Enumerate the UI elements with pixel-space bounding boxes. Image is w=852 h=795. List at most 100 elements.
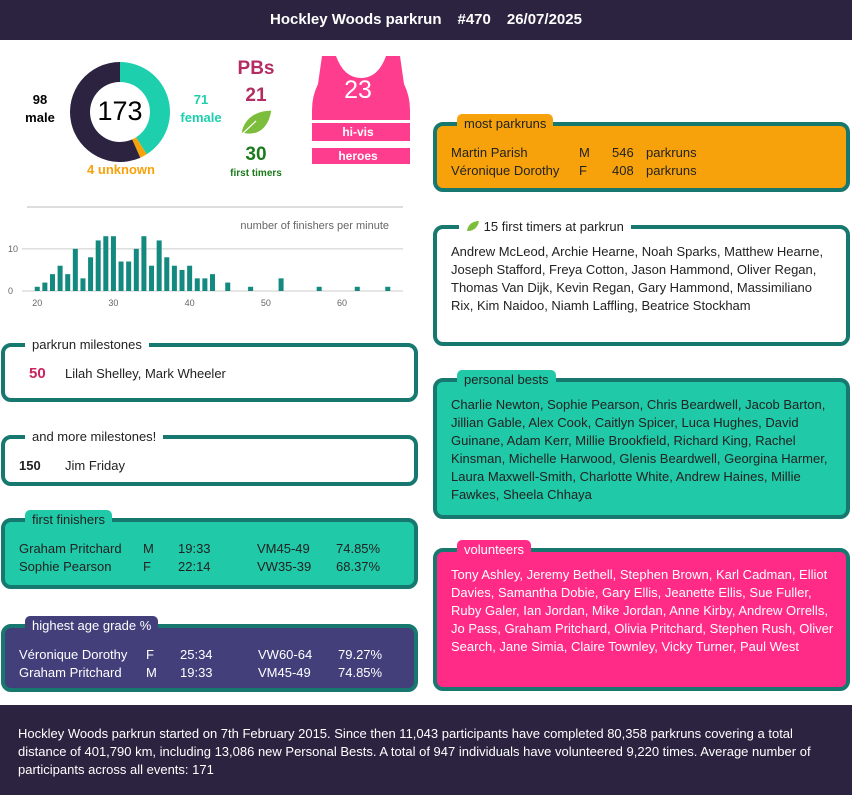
- table-cell: F: [579, 163, 587, 178]
- table-cell: 74.85%: [336, 541, 381, 556]
- bar: [118, 261, 124, 291]
- unknown-count: 4: [87, 162, 95, 177]
- vest-stripe: [312, 164, 410, 167]
- table-cell: 68.37%: [336, 559, 381, 574]
- male-label: male: [25, 110, 55, 125]
- table-cell: 19:33: [180, 665, 213, 680]
- bar: [194, 278, 200, 291]
- bar: [95, 240, 101, 291]
- x-tick-label: 30: [108, 298, 118, 308]
- y-tick-label: 10: [8, 244, 18, 254]
- female-count: 71: [194, 92, 208, 107]
- table-cell: M: [143, 541, 154, 556]
- table-row: Martin Parish M 546 parkruns: [437, 144, 846, 162]
- footer: Hockley Woods parkrun started on 7th Feb…: [0, 705, 852, 795]
- table-row: Graham Pritchard M 19:33 VM45-49 74.85%: [5, 664, 414, 682]
- bar: [141, 236, 147, 291]
- volunteers-panel: volunteers Tony Ashley, Jeremy Bethell, …: [433, 540, 850, 691]
- leaf-icon: [240, 109, 273, 136]
- bar: [110, 236, 116, 291]
- personal-bests-panel: personal bests Charlie Newton, Sophie Pe…: [433, 370, 850, 519]
- names: Tony Ashley, Jeremy Bethell, Stephen Bro…: [451, 567, 834, 654]
- panel-title: first finishers: [25, 510, 112, 529]
- summary-graphics: 98 male 71 female 4 unknown 173 PBs 21 3…: [8, 56, 410, 308]
- names: Jim Friday: [65, 458, 125, 473]
- table-cell: parkruns: [646, 145, 697, 160]
- first-timers-label: first timers: [230, 168, 282, 179]
- bar: [126, 261, 132, 291]
- unknown-text: unknown: [98, 162, 155, 177]
- table-cell: M: [579, 145, 590, 160]
- first-timers-count: 30: [245, 144, 266, 165]
- panel-title: volunteers: [457, 540, 531, 559]
- milestone-number: 150: [19, 458, 41, 473]
- donut-segment: [69, 62, 141, 163]
- age-grade-panel: highest age grade % Véronique Dorothy F 25…: [1, 616, 418, 692]
- panel-title: most parkruns: [457, 114, 554, 133]
- hivis-label: heroes: [338, 149, 378, 163]
- bar: [103, 236, 109, 291]
- bar: [72, 248, 78, 291]
- table-cell: VW60-64: [258, 647, 313, 662]
- milestone-row: 150 Jim Friday: [5, 457, 414, 475]
- hivis-vest: [312, 56, 410, 166]
- table-row: Graham Pritchard M 19:33 VM45-49 74.85%: [5, 540, 414, 558]
- panel-title: highest age grade %: [25, 616, 159, 635]
- bar: [385, 286, 391, 291]
- bar: [187, 265, 193, 291]
- table-row: Véronique Dorothy F 408 parkruns: [437, 162, 846, 180]
- event-name: Hockley Woods parkrun: [270, 11, 442, 28]
- milestone-row: 50 Lilah Shelley, Mark Wheeler: [5, 365, 414, 383]
- first-timers-title: first timers at parkrun: [501, 219, 624, 234]
- milestone-number: 50: [29, 365, 46, 382]
- table-cell: Véronique Dorothy: [19, 647, 128, 662]
- pbs-label: PBs: [238, 58, 275, 79]
- table-cell: VM45-49: [258, 665, 311, 680]
- table-cell: Graham Pritchard: [19, 541, 122, 556]
- bar: [225, 282, 231, 291]
- table-cell: 25:34: [180, 647, 213, 662]
- x-tick-label: 20: [32, 298, 42, 308]
- bar: [164, 257, 170, 291]
- names: Charlie Newton, Sophie Pearson, Chris Be…: [451, 397, 828, 502]
- vest-stripe: [312, 141, 410, 148]
- pbs-count: 21: [245, 85, 267, 106]
- bar: [156, 240, 162, 291]
- bar: [42, 282, 48, 291]
- bar: [49, 274, 55, 291]
- table-cell: Martin Parish: [451, 145, 528, 160]
- bar: [65, 274, 71, 291]
- table-cell: VM45-49: [257, 541, 310, 556]
- panel-title: personal bests: [457, 370, 556, 389]
- header: Hockley Woods parkrun #470 26/07/2025: [0, 0, 852, 40]
- bar: [34, 286, 40, 291]
- first-finishers-panel: first finishers Graham Pritchard M 19:33 VM…: [1, 510, 418, 589]
- table-cell: 546: [612, 145, 634, 160]
- x-tick-label: 60: [337, 298, 347, 308]
- bar: [179, 269, 185, 291]
- x-tick-label: 50: [261, 298, 271, 308]
- panel-title: and more milestones!: [25, 427, 164, 446]
- event-number: #470: [457, 11, 491, 28]
- milestones-panel: parkrun milestones 50 Lilah Shelley, Mark…: [1, 335, 418, 402]
- names: Andrew McLeod, Archie Hearne, Noah Spark…: [451, 244, 824, 313]
- table-cell: 408: [612, 163, 634, 178]
- table-cell: 19:33: [178, 541, 211, 556]
- total-finishers: 173: [97, 96, 142, 126]
- table-cell: Sophie Pearson: [19, 559, 112, 574]
- bar: [149, 265, 155, 291]
- donut-segment: [120, 62, 170, 155]
- table-cell: Véronique Dorothy: [451, 163, 560, 178]
- bar: [80, 278, 86, 291]
- hivis-count: 23: [344, 76, 372, 104]
- first-timers-count: 15: [483, 219, 499, 234]
- bar: [210, 274, 215, 291]
- table-cell: parkruns: [646, 163, 697, 178]
- bar: [202, 278, 208, 291]
- bar: [354, 286, 360, 291]
- female-label: female: [180, 110, 221, 125]
- bar: [248, 286, 254, 291]
- y-tick-label: 0: [8, 286, 13, 296]
- bar: [57, 265, 63, 291]
